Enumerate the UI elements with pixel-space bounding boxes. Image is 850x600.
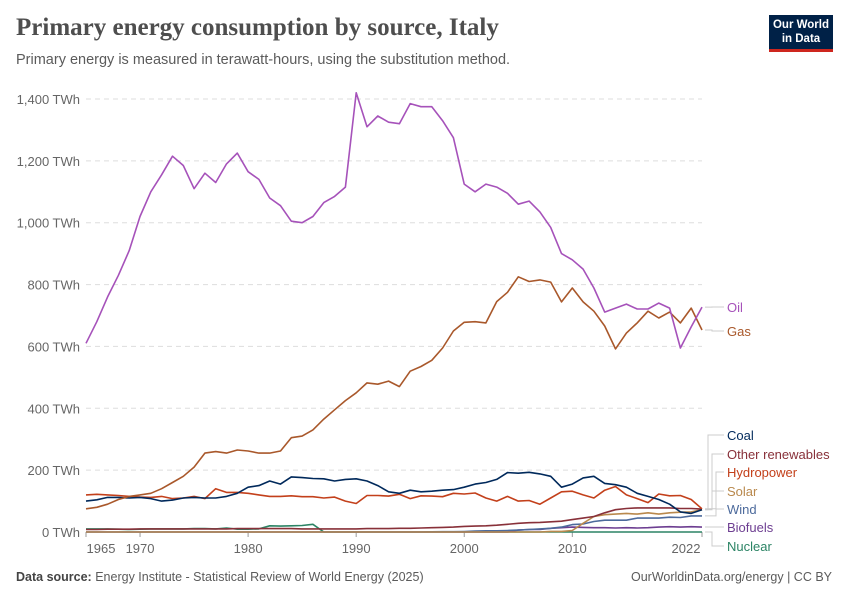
series-line-gas	[85, 275, 703, 510]
series-line-hydropower	[85, 485, 703, 510]
source-text: Energy Institute - Statistical Review of…	[95, 570, 424, 584]
legend-label-other-renewables: Other renewables	[727, 447, 830, 462]
source-label: Data source:	[16, 570, 92, 584]
footer-link[interactable]: OurWorldinData.org/energy | CC BY	[630, 570, 832, 584]
x-tick-label: 1990	[342, 541, 371, 556]
y-tick-label: 800 TWh	[27, 278, 80, 293]
legend-connector	[705, 508, 724, 517]
legend-connector	[705, 471, 724, 510]
y-tick-label: 1,000 TWh	[17, 216, 80, 231]
legend-connector	[705, 490, 724, 511]
y-tick-label: 0 TWh	[42, 525, 80, 540]
legend-label-wind: Wind	[727, 502, 757, 517]
legend-label-gas: Gas	[727, 324, 751, 339]
series-line-solar	[86, 508, 703, 533]
data-source: Data source: Energy Institute - Statisti…	[16, 570, 424, 584]
x-tick-label: 2010	[558, 541, 587, 556]
series-line-other-renewables	[86, 507, 703, 531]
x-tick-label: 2022	[672, 541, 701, 556]
legend-connector	[705, 531, 724, 547]
legend-label-solar: Solar	[727, 484, 758, 499]
y-tick-label: 600 TWh	[27, 339, 80, 354]
x-tick-label: 1965	[87, 541, 116, 556]
y-tick-label: 1,400 TWh	[17, 92, 80, 107]
legend-label-nuclear: Nuclear	[727, 539, 772, 554]
legend-label-oil: Oil	[727, 300, 743, 315]
legend-label-hydropower: Hydropower	[727, 465, 798, 480]
legend-connector	[705, 329, 724, 332]
legend-label-biofuels: Biofuels	[727, 520, 774, 535]
y-tick-label: 400 TWh	[27, 401, 80, 416]
x-tick-label: 2000	[450, 541, 479, 556]
x-tick-label: 1980	[234, 541, 263, 556]
chart-title: Primary energy consumption by source, It…	[16, 14, 499, 41]
legend-label-coal: Coal	[727, 428, 754, 443]
series-line-oil	[85, 92, 703, 349]
y-tick-label: 1,200 TWh	[17, 154, 80, 169]
y-tick-label: 200 TWh	[27, 463, 80, 478]
owid-logo[interactable]: Our World in Data	[769, 15, 833, 52]
chart-subtitle: Primary energy is measured in terawatt-h…	[16, 52, 511, 68]
series-line-coal	[85, 471, 703, 515]
x-tick-label: 1970	[126, 541, 155, 556]
